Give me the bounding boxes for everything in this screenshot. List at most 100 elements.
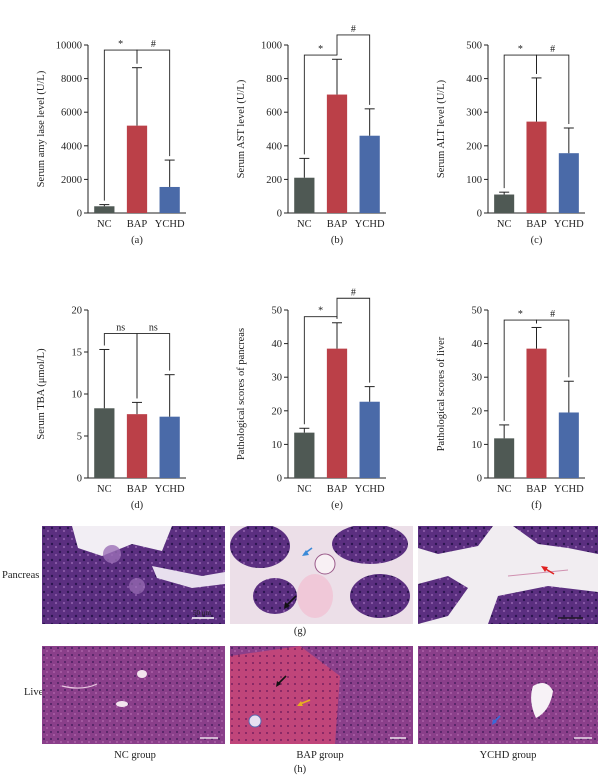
y-tick-label: 0 [77, 209, 82, 220]
y-tick-label: 10 [72, 390, 83, 401]
bar-nc [94, 408, 115, 478]
bar-bap [326, 348, 348, 478]
significance-bracket [136, 49, 171, 157]
significance-label: * [318, 306, 323, 317]
y-axis-label: Serum AST level (U/L) [236, 79, 247, 178]
y-tick-label: 400 [466, 74, 482, 85]
micrograph-liver-bap [230, 646, 413, 744]
y-tick-label: 200 [266, 175, 282, 186]
panel-label: (e) [331, 500, 343, 511]
group-label-bap: BAP group [296, 750, 344, 761]
category-label: YCHD [155, 219, 185, 230]
bar-bap [526, 121, 547, 213]
category-label: BAP [127, 219, 148, 230]
significance-bracket [136, 333, 171, 399]
bar-nc [494, 194, 515, 213]
significance-label: * [318, 44, 323, 55]
y-tick-label: 600 [266, 108, 282, 119]
group-label-nc: NC group [114, 750, 156, 761]
y-tick-label: 5 [77, 432, 82, 443]
scalebar-label: 50 μm [193, 609, 212, 617]
bar-bap [126, 414, 148, 478]
panel-label: (a) [131, 235, 143, 246]
y-tick-label: 1000 [261, 41, 282, 52]
panel-label-g: (g) [293, 626, 307, 637]
bar-ychd [558, 412, 579, 478]
category-label: NC [97, 219, 112, 230]
y-tick-label: 800 [266, 74, 282, 85]
micrograph-liver-nc [42, 646, 225, 744]
significance-label: * [118, 39, 123, 50]
micrograph-liver-ychd [418, 646, 598, 744]
y-tick-label: 40 [272, 339, 283, 350]
y-tick-label: 10 [472, 440, 483, 451]
y-tick-label: 20 [472, 406, 483, 417]
chart-a: 0 2000 4000 6000 8000 10000 Serum amy lase lev… [0, 30, 200, 250]
category-label: YCHD [355, 219, 385, 230]
category-label: NC [297, 219, 312, 230]
chart-c-svg: 0 100 200 300 400 500 Serum ALT level (U/L) NC B… [436, 41, 585, 246]
category-label: BAP [127, 484, 148, 495]
y-tick-label: 200 [466, 141, 482, 152]
chart-e-svg: 0 10 20 30 40 50 Pathological scores of pancre… [236, 287, 386, 511]
significance-bracket [536, 54, 570, 124]
y-tick-label: 15 [72, 348, 83, 359]
micrograph-pancreas-nc: 50 μm [42, 526, 225, 624]
chart-d-svg: 0 5 10 15 20 Serum TBA (μmol/L) NC BAP YCHD ns ns (… [36, 306, 186, 511]
significance-label: # [151, 39, 156, 50]
y-tick-label: 2000 [61, 175, 82, 186]
bar-ychd [159, 416, 180, 478]
y-tick-label: 4000 [61, 141, 82, 152]
category-label: NC [97, 484, 112, 495]
y-tick-label: 20 [272, 406, 283, 417]
row-label-pancreas: Pancreas [2, 570, 40, 581]
significance-label: # [550, 44, 555, 55]
significance-label: # [351, 24, 356, 35]
y-tick-label: 20 [72, 306, 83, 317]
category-label: BAP [526, 484, 547, 495]
chart-f-svg: 0 10 20 30 40 50 Pathological scores of liver N… [436, 306, 585, 511]
bar-ychd [159, 186, 180, 213]
bar-nc [294, 432, 315, 478]
panel-label: (d) [131, 500, 144, 511]
category-label: YCHD [554, 219, 584, 230]
chart-c: 0 100 200 300 400 500 Serum ALT level (U/L) NC B… [400, 30, 599, 250]
y-tick-label: 0 [477, 474, 482, 485]
chart-b: 0 200 400 600 800 1000 Serum AST level (U/L) NC… [200, 24, 400, 250]
significance-bracket [336, 34, 371, 105]
y-tick-label: 10000 [56, 41, 82, 52]
panel-label: (c) [531, 235, 543, 246]
chart-b-svg: 0 200 400 600 800 1000 Serum AST level (U/L) NC… [236, 24, 386, 246]
y-tick-label: 30 [272, 373, 283, 384]
category-label: NC [497, 219, 512, 230]
micrograph-pancreas-bap [230, 526, 413, 624]
category-label: YCHD [554, 484, 584, 495]
panel-label-h: (h) [293, 764, 307, 775]
category-label: BAP [327, 484, 348, 495]
bar-bap [526, 348, 547, 478]
y-tick-label: 400 [266, 141, 282, 152]
significance-label: # [351, 287, 356, 298]
y-tick-label: 500 [466, 41, 482, 52]
significance-bracket [536, 319, 570, 378]
y-tick-label: 6000 [61, 108, 82, 119]
category-label: NC [497, 484, 512, 495]
bar-nc [494, 438, 515, 478]
category-label: BAP [526, 219, 547, 230]
micrograph-pancreas-ychd [418, 526, 598, 624]
bar-ychd [359, 135, 380, 213]
bar-bap [326, 94, 348, 213]
chart-d: 0 5 10 15 20 Serum TBA (μmol/L) NC BAP YCHD ns ns (… [0, 295, 200, 515]
category-label: BAP [327, 219, 348, 230]
bar-ychd [558, 153, 579, 213]
y-tick-label: 300 [466, 108, 482, 119]
group-label-ychd: YCHD group [479, 750, 537, 761]
significance-label: # [550, 309, 555, 320]
significance-label: * [518, 44, 523, 55]
y-tick-label: 0 [277, 474, 282, 485]
y-axis-label: Serum ALT level (U/L) [436, 79, 447, 178]
y-tick-label: 0 [477, 209, 482, 220]
y-tick-label: 0 [77, 474, 82, 485]
y-tick-label: 50 [272, 306, 283, 317]
y-tick-label: 10 [272, 440, 283, 451]
